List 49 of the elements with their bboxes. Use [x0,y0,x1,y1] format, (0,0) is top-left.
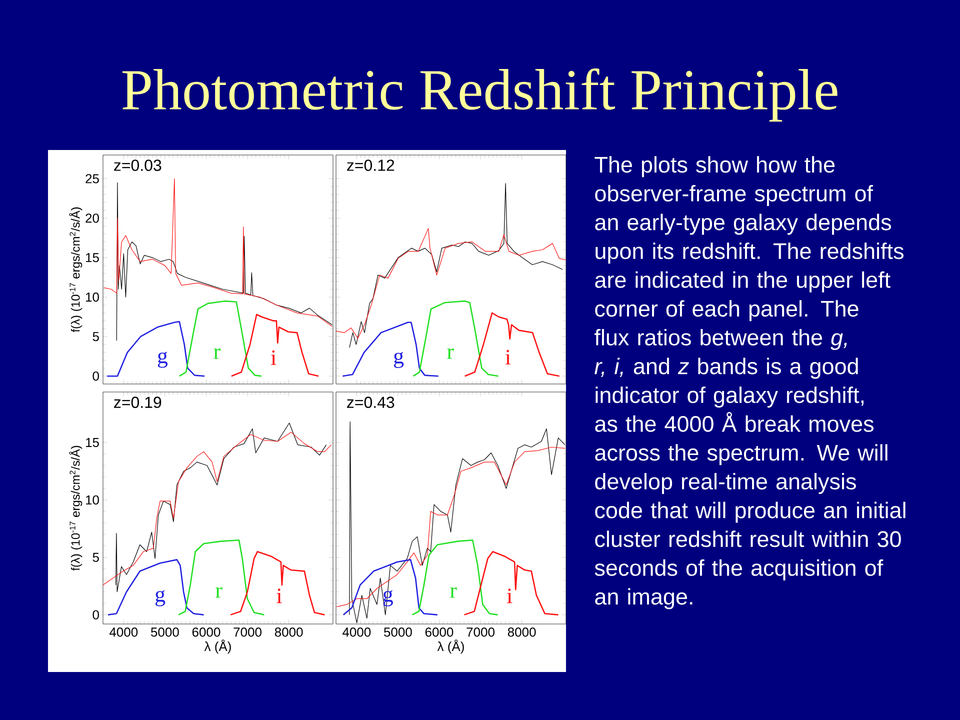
y-tick-label: 20 [86,214,99,223]
y-tick-label: 15 [86,438,99,448]
y-tick-label: 25 [86,174,99,184]
x-tick-label: 7000 [234,628,262,637]
x-tick-label: 6000 [192,628,220,637]
x-tick-label: 6000 [425,628,454,637]
x-tick-label: 8000 [274,628,303,637]
x-tick-label: 4000 [342,628,371,637]
line-series [104,178,332,327]
line-series [106,320,206,377]
annotation: z=0.12 [347,160,394,171]
line-series [178,540,265,616]
line-series [230,314,320,377]
series-label: i [276,588,282,604]
series-label: i [505,350,511,364]
line-series [103,432,332,586]
text: The plots show how the observer-frame spectrum of an early-type galaxy depends upon its redshift. The redshifts are indicated in the upper left corner of each panel. The flux ratios between the g, r, i, and z bands is a good indicator of galaxy redshift, as the 4000 Å break moves across the spectrum. We will develop real-time analysis code that will produce an initial cluster redshift result within 30 seconds of the acquisition of an image. [594,156,906,610]
y-tick-label: 10 [86,495,99,505]
text: Photometric Redshift Principle [122,68,838,122]
series-label: g [156,590,166,606]
y-axis-title: f(λ) (10$^{-17}$ ergs/cm$^{2}$/s/Å) [69,446,82,571]
y-tick-label: 0 [92,371,99,381]
y-tick-label: 15 [86,253,99,262]
series-label: i [506,588,512,604]
x-axis-title: λ (Å) [437,640,464,654]
x-axis-title: λ (Å) [204,640,231,654]
line-series [107,559,204,616]
series-label: r [214,348,220,359]
y-axis-title: f(λ) (10$^{-17}$ ergs/cm$^{2}$/s/Å) [69,207,82,332]
x-tick-label: 5000 [384,628,412,637]
y-tick-label: 5 [92,552,99,562]
line-series [230,550,326,616]
series-label: r [447,348,454,359]
y-tick-label: 5 [92,332,99,342]
y-tick-label: 0 [92,610,99,620]
series-label: r [216,587,222,598]
series-label: i [270,350,276,365]
annotation: z=0.03 [114,160,162,171]
x-tick-label: 7000 [466,628,494,637]
annotation: z=0.19 [114,396,162,408]
y-tick-label: 10 [86,292,99,302]
line-series [178,300,262,377]
series-label: r [450,587,457,598]
annotation: z=0.43 [347,396,394,408]
x-tick-label: 4000 [109,628,138,637]
series-label: g [394,352,404,368]
series-label: g [158,352,168,368]
x-tick-label: 8000 [508,628,536,637]
x-tick-label: 5000 [151,628,179,637]
